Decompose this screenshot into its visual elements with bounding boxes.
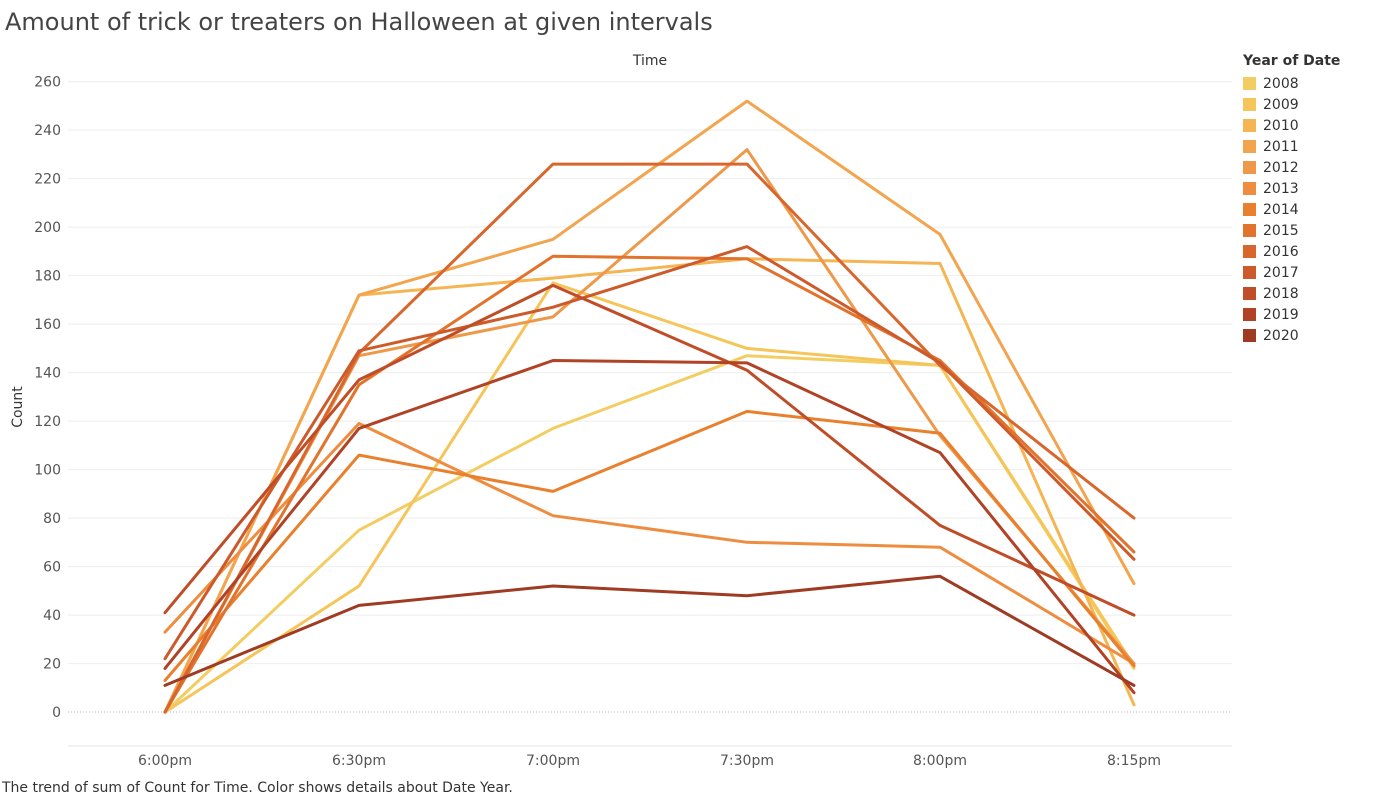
legend-item-2013[interactable]: 2013 — [1243, 178, 1340, 199]
legend: Year of Date 2008 2009 2010 2011 2012 2013 201… — [1243, 53, 1340, 346]
legend-label: 2013 — [1263, 180, 1299, 197]
legend-label: 2014 — [1263, 201, 1299, 218]
y-tick-label: 180 — [34, 269, 61, 285]
x-axis-title: Time — [632, 53, 667, 69]
legend-item-2012[interactable]: 2012 — [1243, 157, 1340, 178]
legend-label: 2015 — [1263, 222, 1299, 239]
series-line-2016 — [163, 162, 1136, 714]
legend-items: 2008 2009 2010 2011 2012 2013 2014 2015 2016 2017… — [1243, 73, 1340, 346]
legend-label: 2016 — [1263, 243, 1299, 260]
y-tick-label: 200 — [34, 220, 61, 236]
series-lines — [163, 99, 1136, 714]
series-line-2020 — [163, 574, 1136, 687]
series-line-2009 — [163, 281, 1136, 714]
y-tick-label: 120 — [34, 414, 61, 430]
legend-label: 2012 — [1263, 159, 1299, 176]
y-tick-label: 220 — [34, 172, 61, 188]
y-tick-label: 20 — [43, 657, 61, 673]
y-tick-label: 100 — [34, 463, 61, 479]
legend-label: 2009 — [1263, 96, 1299, 113]
x-tick-label: 6:00pm — [138, 753, 192, 769]
legend-item-2014[interactable]: 2014 — [1243, 199, 1340, 220]
legend-item-2008[interactable]: 2008 — [1243, 73, 1340, 94]
y-tick-label: 240 — [34, 123, 61, 139]
legend-swatch — [1243, 119, 1256, 132]
legend-swatch — [1243, 140, 1256, 153]
legend-swatch — [1243, 287, 1256, 300]
series-line-2014 — [163, 409, 1136, 682]
y-tick-label: 140 — [34, 366, 61, 382]
legend-label: 2010 — [1263, 117, 1299, 134]
legend-swatch — [1243, 182, 1256, 195]
y-tick-label: 40 — [43, 608, 61, 624]
y-tick-label: 260 — [34, 75, 61, 91]
legend-item-2015[interactable]: 2015 — [1243, 220, 1340, 241]
legend-swatch — [1243, 161, 1256, 174]
series-line-2018 — [163, 283, 1136, 617]
legend-item-2020[interactable]: 2020 — [1243, 325, 1340, 346]
x-tick-label: 8:00pm — [913, 753, 967, 769]
legend-item-2019[interactable]: 2019 — [1243, 304, 1340, 325]
y-tick-label: 60 — [43, 560, 61, 576]
legend-item-2018[interactable]: 2018 — [1243, 283, 1340, 304]
legend-title: Year of Date — [1243, 53, 1341, 69]
x-tick-label: 8:15pm — [1107, 753, 1161, 769]
legend-label: 2019 — [1263, 306, 1299, 323]
legend-swatch — [1243, 245, 1256, 258]
legend-swatch — [1243, 224, 1256, 237]
y-tick-label: 80 — [43, 511, 61, 527]
legend-item-2009[interactable]: 2009 — [1243, 94, 1340, 115]
legend-label: 2020 — [1263, 327, 1299, 344]
series-line-2019 — [163, 359, 1136, 695]
legend-label: 2018 — [1263, 285, 1299, 302]
legend-swatch — [1243, 308, 1256, 321]
axes: 0 20 40 60 80 100 120 140 160 180 200 220 240 260 6:00… — [34, 75, 1232, 769]
series-line-2012 — [163, 148, 1136, 714]
series-line-2017 — [163, 245, 1136, 661]
legend-label: 2017 — [1263, 264, 1299, 281]
y-tick-label: 0 — [52, 705, 61, 721]
series-line-2011 — [163, 99, 1136, 714]
legend-swatch — [1243, 98, 1256, 111]
line-chart: 0 20 40 60 80 100 120 140 160 180 200 220 240 260 6:00… — [10, 53, 1232, 769]
legend-swatch — [1243, 329, 1256, 342]
y-axis-title: Count — [10, 386, 26, 428]
x-tick-label: 7:00pm — [526, 753, 580, 769]
legend-swatch — [1243, 266, 1256, 279]
legend-label: 2011 — [1263, 138, 1299, 155]
x-tick-label: 6:30pm — [332, 753, 386, 769]
legend-item-2016[interactable]: 2016 — [1243, 241, 1340, 262]
legend-item-2011[interactable]: 2011 — [1243, 136, 1340, 157]
legend-label: 2008 — [1263, 75, 1299, 92]
grid-lines — [68, 81, 1232, 713]
chart-title: Amount of trick or treaters on Halloween… — [5, 8, 713, 36]
legend-swatch — [1243, 77, 1256, 90]
chart-caption: The trend of sum of Count for Time. Colo… — [2, 780, 513, 796]
x-tick-label: 7:30pm — [720, 753, 774, 769]
legend-swatch — [1243, 203, 1256, 216]
legend-item-2017[interactable]: 2017 — [1243, 262, 1340, 283]
series-line-2013 — [163, 422, 1136, 666]
y-tick-label: 160 — [34, 317, 61, 333]
legend-item-2010[interactable]: 2010 — [1243, 115, 1340, 136]
